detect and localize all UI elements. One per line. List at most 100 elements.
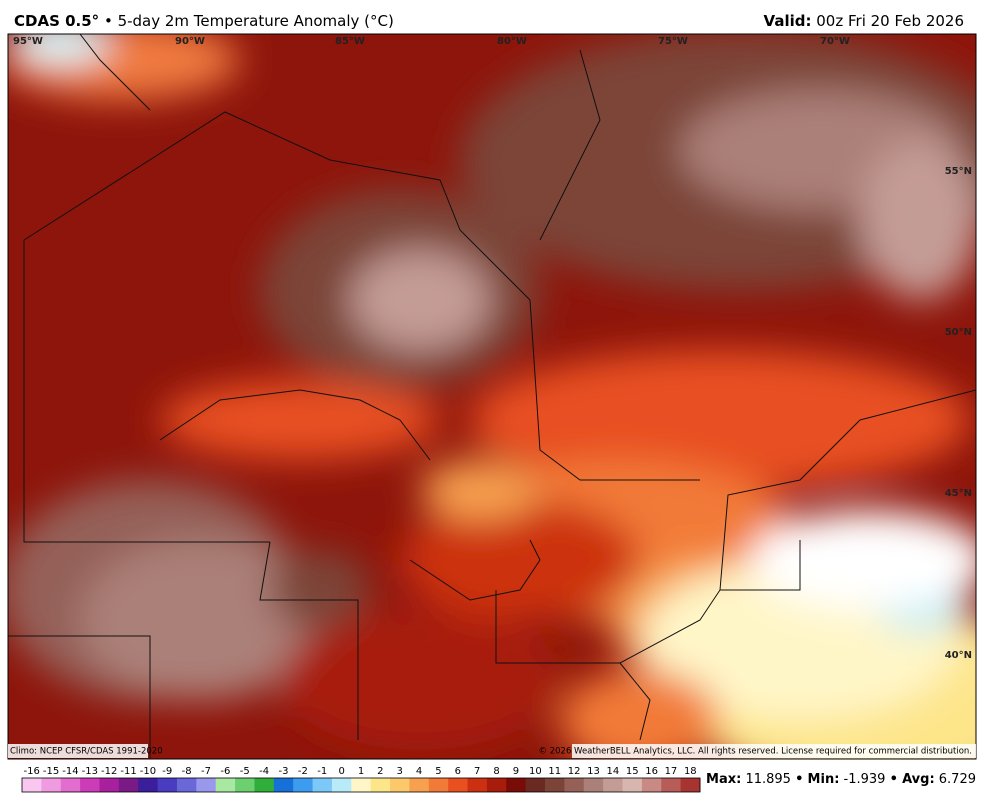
colorbar-label: -2 xyxy=(298,766,308,777)
colorbar-label: -4 xyxy=(259,766,269,777)
colorbar-label: 2 xyxy=(377,766,383,777)
colorbar-label: 3 xyxy=(397,766,403,777)
model: CDAS 0.5° xyxy=(14,12,99,30)
colorbar-label: -16 xyxy=(24,766,40,777)
map-frame xyxy=(7,33,977,760)
colorbar-swatch xyxy=(428,778,449,792)
title: • 5-day 2m Temperature Anomaly (°C) xyxy=(104,12,394,30)
colorbar-label: 1 xyxy=(358,766,364,777)
colorbar-label: -14 xyxy=(62,766,78,777)
colorbar-swatch xyxy=(235,778,255,792)
lat-label: 50°N xyxy=(945,327,972,338)
colorbar-swatch xyxy=(370,778,391,792)
colorbar-label: 14 xyxy=(606,766,619,777)
lon-label: 70°W xyxy=(820,36,850,47)
valid-time: 00z Fri 20 Feb 2026 xyxy=(816,12,964,30)
avg-label: Avg: xyxy=(902,772,935,787)
colorbar-label: -12 xyxy=(101,766,117,777)
colorbar-swatch xyxy=(157,778,178,792)
lon-label: 75°W xyxy=(658,36,688,47)
min-label: Min: xyxy=(808,772,840,787)
climo: Climo: NCEP CFSR/CDAS 1991-2020 xyxy=(10,747,163,757)
colorbar-swatch xyxy=(99,778,120,792)
map xyxy=(8,34,976,759)
sep: • xyxy=(795,772,803,787)
colorbar-frame xyxy=(21,777,701,793)
colorbar-label: 8 xyxy=(493,766,499,777)
sep: • xyxy=(890,772,898,787)
colorbar-swatch xyxy=(583,778,604,792)
colorbar-swatch xyxy=(312,778,333,792)
colorbar-swatch xyxy=(176,778,197,792)
colorbar-swatch xyxy=(41,778,62,792)
lon-label: 80°W xyxy=(497,36,527,47)
colorbar-swatch xyxy=(138,778,159,792)
colorbar-swatch xyxy=(80,778,100,792)
colorbar-label: 13 xyxy=(587,766,600,777)
colorbar-swatch xyxy=(467,778,488,792)
colorbar-label: 7 xyxy=(474,766,480,777)
colorbar-swatch xyxy=(409,778,430,792)
colorbar-label: -10 xyxy=(140,766,156,777)
colorbar-swatch xyxy=(390,778,410,792)
colorbar-swatch xyxy=(622,778,643,792)
colorbar-swatch xyxy=(680,778,701,792)
max-label: Max: xyxy=(706,772,741,787)
colorbar-swatch xyxy=(273,778,294,792)
colorbar-label: -13 xyxy=(82,766,98,777)
colorbar-swatch xyxy=(641,778,662,792)
colorbar-swatch xyxy=(60,778,81,792)
colorbar-swatch xyxy=(293,778,314,792)
colorbar-label: 18 xyxy=(684,766,697,777)
colorbar-label: 0 xyxy=(338,766,344,777)
min: -1.939 xyxy=(844,772,886,787)
colorbar-swatch xyxy=(215,778,236,792)
lat-label: 40°N xyxy=(945,650,972,661)
colorbar-label: 11 xyxy=(548,766,561,777)
colorbar-swatch xyxy=(525,778,546,792)
header: CDAS 0.5° • 5-day 2m Temperature Anomaly… xyxy=(14,12,394,30)
colorbar-swatch xyxy=(254,778,275,792)
colorbar-label: 16 xyxy=(645,766,658,777)
colorbar-label: -8 xyxy=(182,766,192,777)
colorbar-swatch xyxy=(351,778,372,792)
lat-label: 45°N xyxy=(945,488,972,499)
colorbar-swatch xyxy=(564,778,585,792)
copyright: © 2026 WeatherBELL Analytics, LLC. All r… xyxy=(539,747,972,757)
colorbar-label: -11 xyxy=(120,766,136,777)
lon-label: 85°W xyxy=(335,36,365,47)
lon-label: 95°W xyxy=(13,36,43,47)
colorbar-label: -1 xyxy=(317,766,327,777)
colorbar-swatch xyxy=(545,778,565,792)
borders xyxy=(8,34,976,759)
stats: Max: 11.895 • Min: -1.939 • Avg: 6.729 xyxy=(706,772,976,787)
colorbar-swatch xyxy=(22,778,42,792)
colorbar-label: -6 xyxy=(220,766,230,777)
colorbar-swatch xyxy=(196,778,217,792)
colorbar-label: 4 xyxy=(416,766,422,777)
colorbar-label: 10 xyxy=(529,766,542,777)
lat-label: 55°N xyxy=(945,166,972,177)
colorbar-label: 15 xyxy=(626,766,639,777)
colorbar-swatch xyxy=(603,778,624,792)
colorbar-label: -15 xyxy=(43,766,59,777)
colorbar-label: -7 xyxy=(201,766,211,777)
colorbar-swatch xyxy=(506,778,527,792)
colorbar-swatch xyxy=(118,778,139,792)
colorbar-label: 6 xyxy=(455,766,461,777)
lon-label: 90°W xyxy=(175,36,205,47)
valid-label: Valid: xyxy=(764,12,812,30)
avg: 6.729 xyxy=(939,772,976,787)
max: 11.895 xyxy=(745,772,791,787)
colorbar-swatch xyxy=(486,778,507,792)
colorbar-swatch xyxy=(448,778,469,792)
valid: Valid: 00z Fri 20 Feb 2026 xyxy=(764,12,964,30)
colorbar-label: -5 xyxy=(240,766,250,777)
colorbar-label: -3 xyxy=(279,766,289,777)
colorbar-label: 17 xyxy=(665,766,678,777)
colorbar-swatch xyxy=(331,778,352,792)
colorbar-label: -9 xyxy=(162,766,172,777)
colorbar-label: 12 xyxy=(568,766,581,777)
colorbar-label: 9 xyxy=(513,766,519,777)
